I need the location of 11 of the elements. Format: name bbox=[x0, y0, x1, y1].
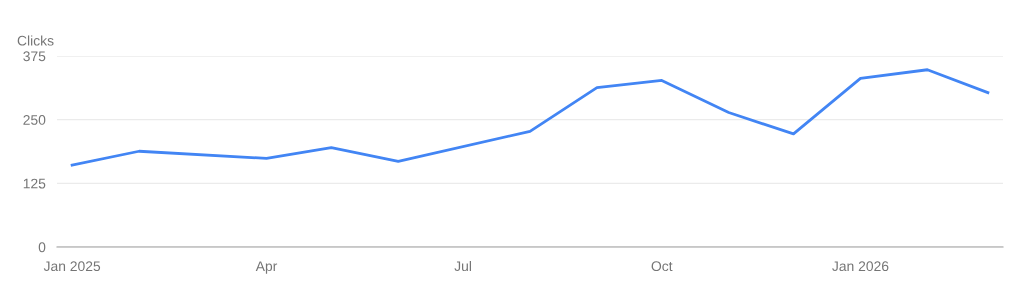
y-tick-label: 125 bbox=[23, 178, 46, 189]
x-tick-label: Apr bbox=[255, 261, 278, 274]
y-tick-label: 0 bbox=[38, 242, 46, 253]
y-tick-label: 250 bbox=[23, 115, 46, 125]
y-tick-label: 375 bbox=[23, 51, 46, 62]
y-axis-title: Clicks bbox=[17, 35, 54, 46]
x-tick-label: Oct bbox=[651, 261, 673, 272]
x-tick-label: Jul bbox=[454, 260, 471, 272]
x-tick-label: Jan 2026 bbox=[832, 261, 889, 272]
line-series bbox=[70, 68, 990, 167]
x-tick-label: Jan 2025 bbox=[43, 261, 101, 272]
